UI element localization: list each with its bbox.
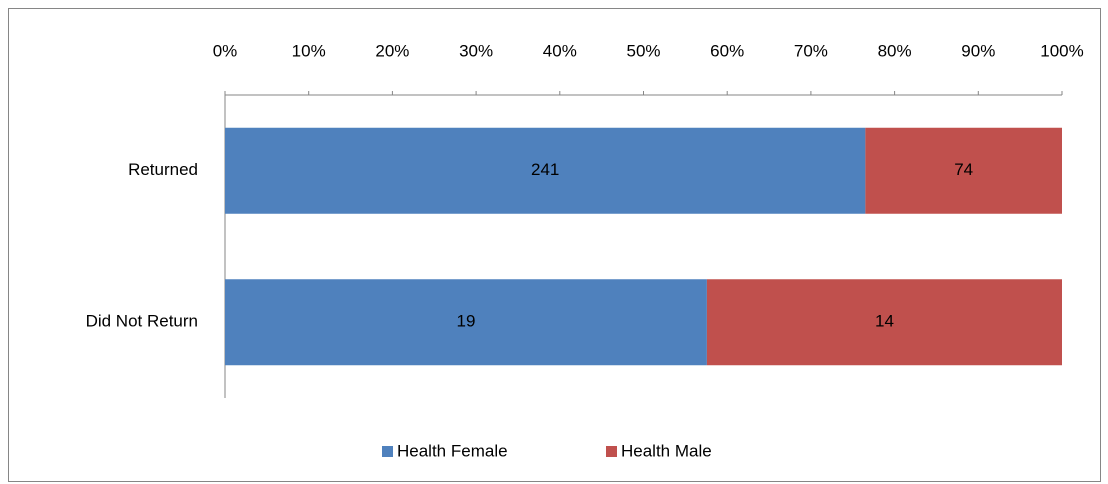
- x-tick-label: 60%: [710, 41, 744, 60]
- legend-swatch: [382, 446, 393, 457]
- y-tick-label: Did Not Return: [86, 312, 198, 331]
- legend-swatch: [606, 446, 617, 457]
- data-label: 241: [531, 160, 559, 179]
- x-tick-label: 10%: [292, 41, 326, 60]
- x-tick-label: 50%: [626, 41, 660, 60]
- data-label: 14: [875, 312, 894, 331]
- x-tick-label: 0%: [213, 41, 238, 60]
- legend-label: Health Female: [397, 441, 508, 460]
- data-label: 19: [456, 312, 475, 331]
- x-tick-label: 70%: [794, 41, 828, 60]
- y-tick-label: Returned: [128, 160, 198, 179]
- x-tick-label: 20%: [375, 41, 409, 60]
- x-tick-label: 90%: [961, 41, 995, 60]
- x-tick-label: 30%: [459, 41, 493, 60]
- bar: [706, 279, 1062, 366]
- chart-frame: [8, 8, 1101, 482]
- data-label: 74: [954, 160, 973, 179]
- x-tick-label: 80%: [878, 41, 912, 60]
- x-tick-label: 100%: [1040, 41, 1083, 60]
- bar: [225, 127, 866, 214]
- bar: [865, 127, 1062, 214]
- bar: [225, 279, 707, 366]
- legend-label: Health Male: [621, 441, 712, 460]
- x-tick-label: 40%: [543, 41, 577, 60]
